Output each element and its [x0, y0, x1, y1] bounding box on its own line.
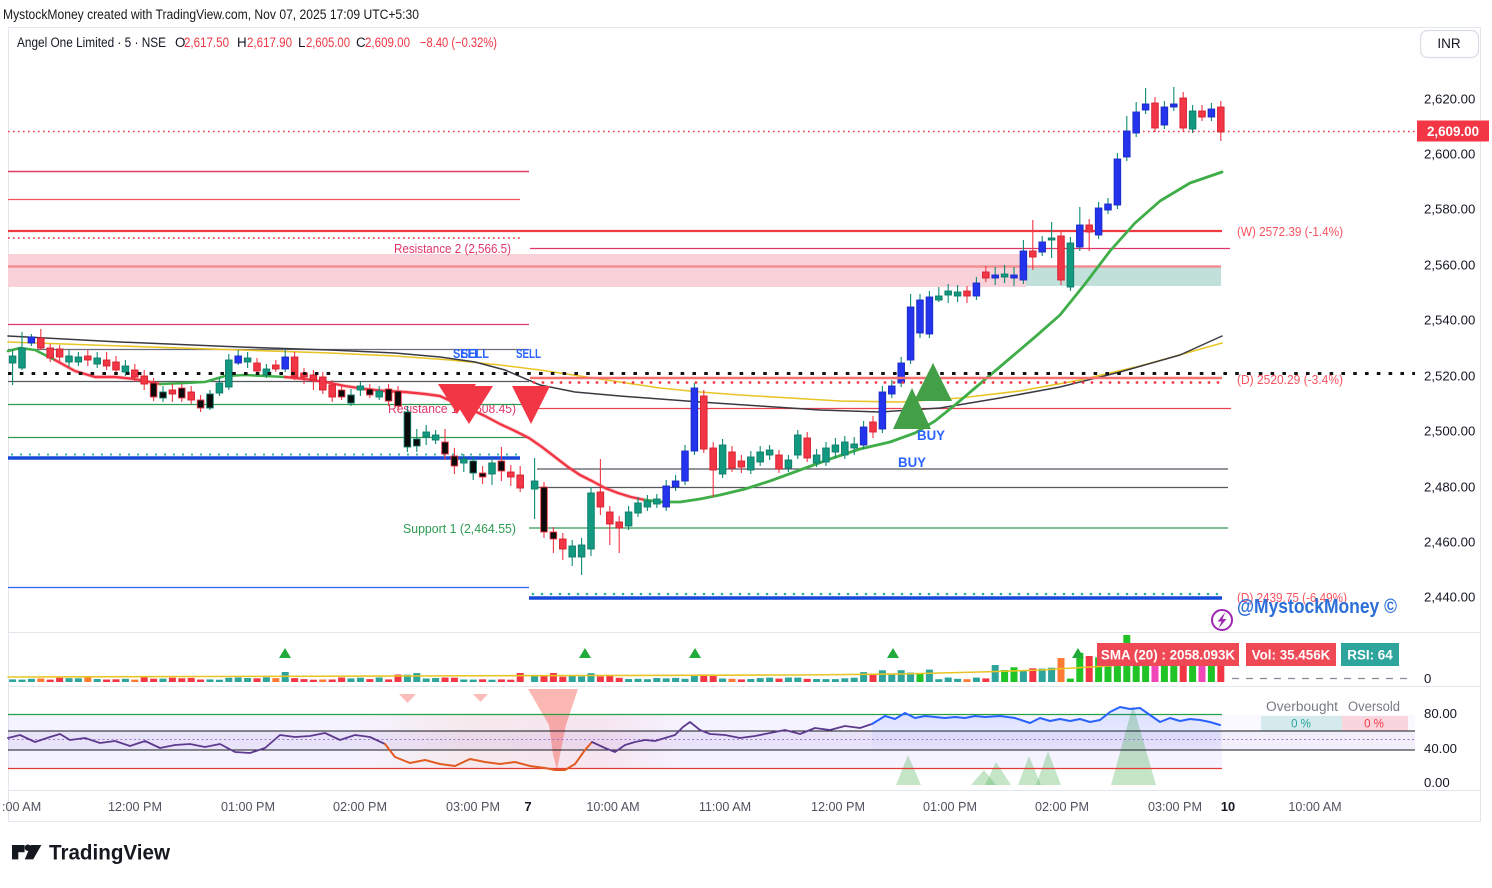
svg-text:7: 7 — [524, 799, 531, 814]
svg-text:10: 10 — [1221, 799, 1235, 814]
svg-text:SELL: SELL — [453, 347, 481, 361]
svg-text:0 %: 0 % — [1291, 719, 1311, 731]
svg-text:02:00 PM: 02:00 PM — [333, 800, 387, 814]
svg-text:Vol: 35.456K: Vol: 35.456K — [1252, 648, 1331, 663]
svg-text:O: O — [175, 35, 185, 50]
svg-text:Support 1 (2,464.55): Support 1 (2,464.55) — [403, 521, 516, 536]
svg-text:SELL: SELL — [516, 347, 541, 361]
svg-text:−8.40 (−0.32%): −8.40 (−0.32%) — [420, 35, 497, 50]
svg-text:03:00 PM: 03:00 PM — [446, 800, 500, 814]
svg-text:2,617.50: 2,617.50 — [184, 35, 229, 50]
svg-text:2,440.00: 2,440.00 — [1424, 590, 1475, 605]
svg-text:2,520.00: 2,520.00 — [1424, 369, 1475, 384]
svg-text:MystockMoney created with Trad: MystockMoney created with TradingView.co… — [3, 7, 419, 22]
svg-text:TradingView: TradingView — [49, 842, 171, 865]
svg-text:Overbought: Overbought — [1266, 699, 1338, 714]
svg-text:(D) 2439.75 (-6.49%): (D) 2439.75 (-6.49%) — [1237, 590, 1347, 605]
svg-text:Resistance 2 (2,566.5): Resistance 2 (2,566.5) — [394, 241, 511, 256]
svg-text:2,605.00: 2,605.00 — [306, 35, 350, 50]
svg-text:12:00 PM: 12:00 PM — [108, 800, 162, 814]
svg-text:L: L — [298, 35, 305, 50]
svg-text:2,600.00: 2,600.00 — [1424, 147, 1475, 162]
svg-text:40.00: 40.00 — [1424, 741, 1457, 756]
svg-text:01:00 PM: 01:00 PM — [221, 800, 275, 814]
svg-text:2,609.00: 2,609.00 — [365, 35, 410, 50]
svg-text:(W) 2572.39 (-1.4%): (W) 2572.39 (-1.4%) — [1237, 224, 1343, 239]
svg-text:0 %: 0 % — [1364, 719, 1384, 731]
svg-text:BUY: BUY — [898, 455, 926, 470]
svg-text:2,560.00: 2,560.00 — [1424, 258, 1475, 273]
svg-text:(D) 2520.29 (-3.4%): (D) 2520.29 (-3.4%) — [1237, 372, 1343, 387]
svg-text:2,580.00: 2,580.00 — [1424, 202, 1475, 217]
svg-text:2,609.00: 2,609.00 — [1427, 124, 1479, 139]
svg-text:2,617.90: 2,617.90 — [247, 35, 292, 50]
svg-text:2,460.00: 2,460.00 — [1424, 535, 1475, 550]
svg-text:SELL: SELL — [461, 347, 489, 361]
svg-text:INR: INR — [1437, 36, 1461, 51]
svg-text:Angel One Limited · 5 · NSE: Angel One Limited · 5 · NSE — [17, 35, 166, 50]
svg-text:BUY: BUY — [917, 428, 945, 443]
svg-text:0.00: 0.00 — [1424, 775, 1450, 790]
svg-text:01:00 PM: 01:00 PM — [923, 800, 977, 814]
svg-text:03:00 PM: 03:00 PM — [1148, 800, 1202, 814]
svg-text:SMA (20) : 2058.093K: SMA (20) : 2058.093K — [1101, 648, 1236, 663]
svg-text::00 AM: :00 AM — [2, 800, 41, 814]
svg-text:RSI: 64: RSI: 64 — [1347, 648, 1393, 663]
svg-text:2,500.00: 2,500.00 — [1424, 424, 1475, 439]
svg-text:@MystockMoney ©: @MystockMoney © — [1237, 596, 1397, 618]
svg-text:12:00 PM: 12:00 PM — [811, 800, 865, 814]
svg-text:H: H — [237, 35, 247, 50]
svg-text:80.00: 80.00 — [1424, 706, 1457, 721]
svg-text:10:00 AM: 10:00 AM — [586, 800, 639, 814]
svg-text:11:00 AM: 11:00 AM — [699, 800, 751, 814]
svg-text:02:00 PM: 02:00 PM — [1035, 800, 1089, 814]
svg-text:2,540.00: 2,540.00 — [1424, 313, 1475, 328]
svg-text:C: C — [356, 35, 366, 50]
svg-text:0: 0 — [1424, 671, 1431, 686]
svg-text:Oversold: Oversold — [1348, 699, 1400, 714]
svg-text:10:00 AM: 10:00 AM — [1288, 800, 1341, 814]
svg-text:2,620.00: 2,620.00 — [1424, 92, 1475, 107]
svg-text:2,480.00: 2,480.00 — [1424, 480, 1475, 495]
